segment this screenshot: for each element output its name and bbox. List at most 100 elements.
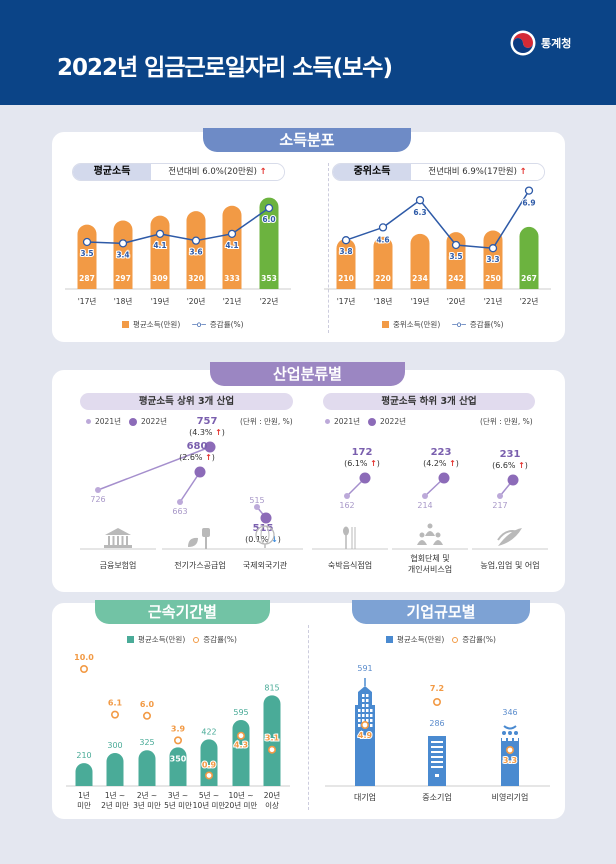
window <box>358 724 361 727</box>
window <box>431 751 443 753</box>
value-2022-label: 757 <box>197 416 218 427</box>
x-tick-label: '22년 <box>260 296 279 306</box>
tab-industry: 산업분류별 <box>210 362 405 386</box>
window <box>362 714 365 717</box>
legend-2022: 2022년 <box>141 417 167 426</box>
bar-value-label: 234 <box>412 274 428 283</box>
bar-value-label: 320 <box>188 274 204 283</box>
bar <box>501 738 519 786</box>
tab-income-distribution: 소득분포 <box>203 128 411 152</box>
x-tick-label: '20년 <box>187 296 206 306</box>
up-arrow-icon: ↑ <box>259 167 267 177</box>
bar <box>77 224 97 289</box>
rate-value-label: 4.1 <box>153 241 166 250</box>
bar <box>336 238 356 289</box>
down-arrow-icon: ↓ <box>271 535 278 544</box>
bottom3-title: 평균소득 하위 3개 산업 <box>323 393 535 410</box>
taegeuk-logo-icon <box>510 30 536 56</box>
rate-line <box>86 207 270 245</box>
bar <box>106 753 124 786</box>
mean-income-label: 평균소득 <box>73 164 151 180</box>
rate-value-label: 4.1 <box>225 241 238 250</box>
rate-point <box>237 731 246 740</box>
person-head <box>502 731 506 735</box>
bar <box>355 705 375 786</box>
bar-value-label: 220 <box>375 274 391 283</box>
mean-legend: 평균소득(만원) ─o─ 증감률(%) <box>122 319 244 330</box>
bar-value-label: 815 <box>264 683 279 692</box>
dot-2022 <box>359 472 371 484</box>
rate-point <box>111 710 120 719</box>
rate-value-label: 10.0 <box>74 653 94 662</box>
x-tick-label: '20년 <box>447 296 466 306</box>
rate-value-label: 3.6 <box>189 248 202 257</box>
bar-swatch-icon <box>386 636 393 643</box>
window <box>362 694 365 697</box>
people-group-icon <box>417 523 443 545</box>
median-income-summary: 중위소득 전년대비 6.9%(17만원) ↑ <box>332 163 545 181</box>
window <box>366 704 369 707</box>
value-2022-label: 680 <box>187 441 208 452</box>
bar-value-label: 297 <box>115 274 131 283</box>
window <box>362 699 365 702</box>
rate-value-label: 6.0 <box>262 215 275 224</box>
bar <box>410 233 430 289</box>
dot-2022 <box>194 466 206 478</box>
dot-2022 <box>204 441 216 453</box>
bar <box>169 747 187 786</box>
value-2021-label: 162 <box>339 501 354 510</box>
value-2021-label: 515 <box>249 496 264 505</box>
window <box>362 719 365 722</box>
divider <box>308 625 309 810</box>
bar <box>373 236 393 289</box>
x-tick-label: '17년 <box>78 296 97 306</box>
bar-value-label: 210 <box>76 751 91 760</box>
legend-bar-label: 평균소득(만원) <box>138 635 186 644</box>
tab-tenure: 근속기간별 <box>95 600 270 624</box>
bar-value-label: 287 <box>79 274 95 283</box>
x-tick-label: '19년 <box>151 296 170 306</box>
window <box>431 756 443 758</box>
dot-2022 <box>260 512 272 524</box>
up-arrow-icon: ↑ <box>518 461 525 470</box>
industry-name: 금융보험업 <box>99 561 137 570</box>
bar-value-label: 267 <box>521 274 537 283</box>
bank-icon <box>104 528 132 548</box>
rate-point <box>174 736 183 745</box>
window <box>435 774 439 777</box>
person-head <box>508 731 512 735</box>
change-label: (6.1% ↑) <box>344 459 380 468</box>
rate-value-label: 3.4 <box>116 250 129 259</box>
change-label: (2.6% ↑) <box>179 453 215 462</box>
value-2022-label: 223 <box>431 447 452 458</box>
rate-value-label: 3.9 <box>171 724 186 733</box>
dot-2021-icon <box>325 419 330 424</box>
x-tick-label: '22년 <box>520 296 539 306</box>
up-arrow-icon: ↑ <box>519 167 527 177</box>
divider <box>328 163 329 333</box>
bottom3-unit: (단위 : 만원, %) <box>480 417 533 426</box>
rate-point <box>432 697 441 706</box>
circle-marker-icon <box>193 636 200 643</box>
rate-value-label: 3.3 <box>503 756 517 765</box>
dot-2022-icon <box>129 417 137 426</box>
bar-value-label: 309 <box>152 274 168 283</box>
person-body <box>508 736 512 741</box>
bar <box>446 232 466 289</box>
person-body <box>514 736 518 741</box>
rate-point <box>155 229 165 238</box>
industry-name: 농업,임업 및 어업 <box>480 561 540 570</box>
value-2021-label: 726 <box>90 495 105 504</box>
bar <box>75 763 93 786</box>
bar-value-label: 346 <box>502 708 517 717</box>
x-tick-label: '18년 <box>114 296 133 306</box>
header <box>0 0 616 105</box>
top3-unit: (단위 : 만원, %) <box>240 417 293 426</box>
window <box>358 719 361 722</box>
industry-name: 숙박음식점업 <box>327 561 373 570</box>
wheat-icon <box>497 528 522 546</box>
bar-swatch-icon <box>122 321 129 328</box>
rate-value-label: 6.0 <box>140 700 155 709</box>
